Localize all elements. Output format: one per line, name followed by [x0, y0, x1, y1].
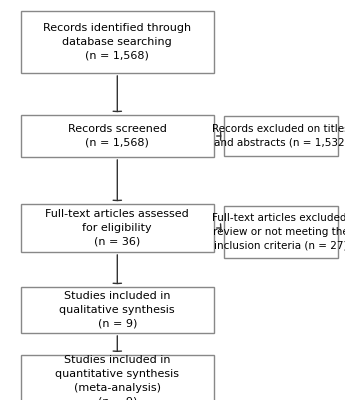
Text: Full-text articles excluded,
review or not meeting the
inclusion criteria (n = 2: Full-text articles excluded, review or n… — [212, 214, 345, 250]
FancyBboxPatch shape — [21, 355, 214, 400]
FancyBboxPatch shape — [224, 116, 338, 156]
Text: Records identified through
database searching
(n = 1,568): Records identified through database sear… — [43, 23, 191, 61]
FancyBboxPatch shape — [224, 206, 338, 258]
FancyBboxPatch shape — [21, 11, 214, 73]
FancyBboxPatch shape — [21, 287, 214, 333]
FancyBboxPatch shape — [21, 204, 214, 252]
Text: Studies included in
quantitative synthesis
(meta-analysis)
(n = 9): Studies included in quantitative synthes… — [55, 355, 179, 400]
FancyBboxPatch shape — [21, 115, 214, 157]
Text: Full-text articles assessed
for eligibility
(n = 36): Full-text articles assessed for eligibil… — [46, 210, 189, 246]
Text: Records screened
(n = 1,568): Records screened (n = 1,568) — [68, 124, 167, 148]
Text: Studies included in
qualitative synthesis
(n = 9): Studies included in qualitative synthesi… — [59, 291, 175, 329]
Text: Records excluded on titles
and abstracts (n = 1,532): Records excluded on titles and abstracts… — [213, 124, 345, 148]
